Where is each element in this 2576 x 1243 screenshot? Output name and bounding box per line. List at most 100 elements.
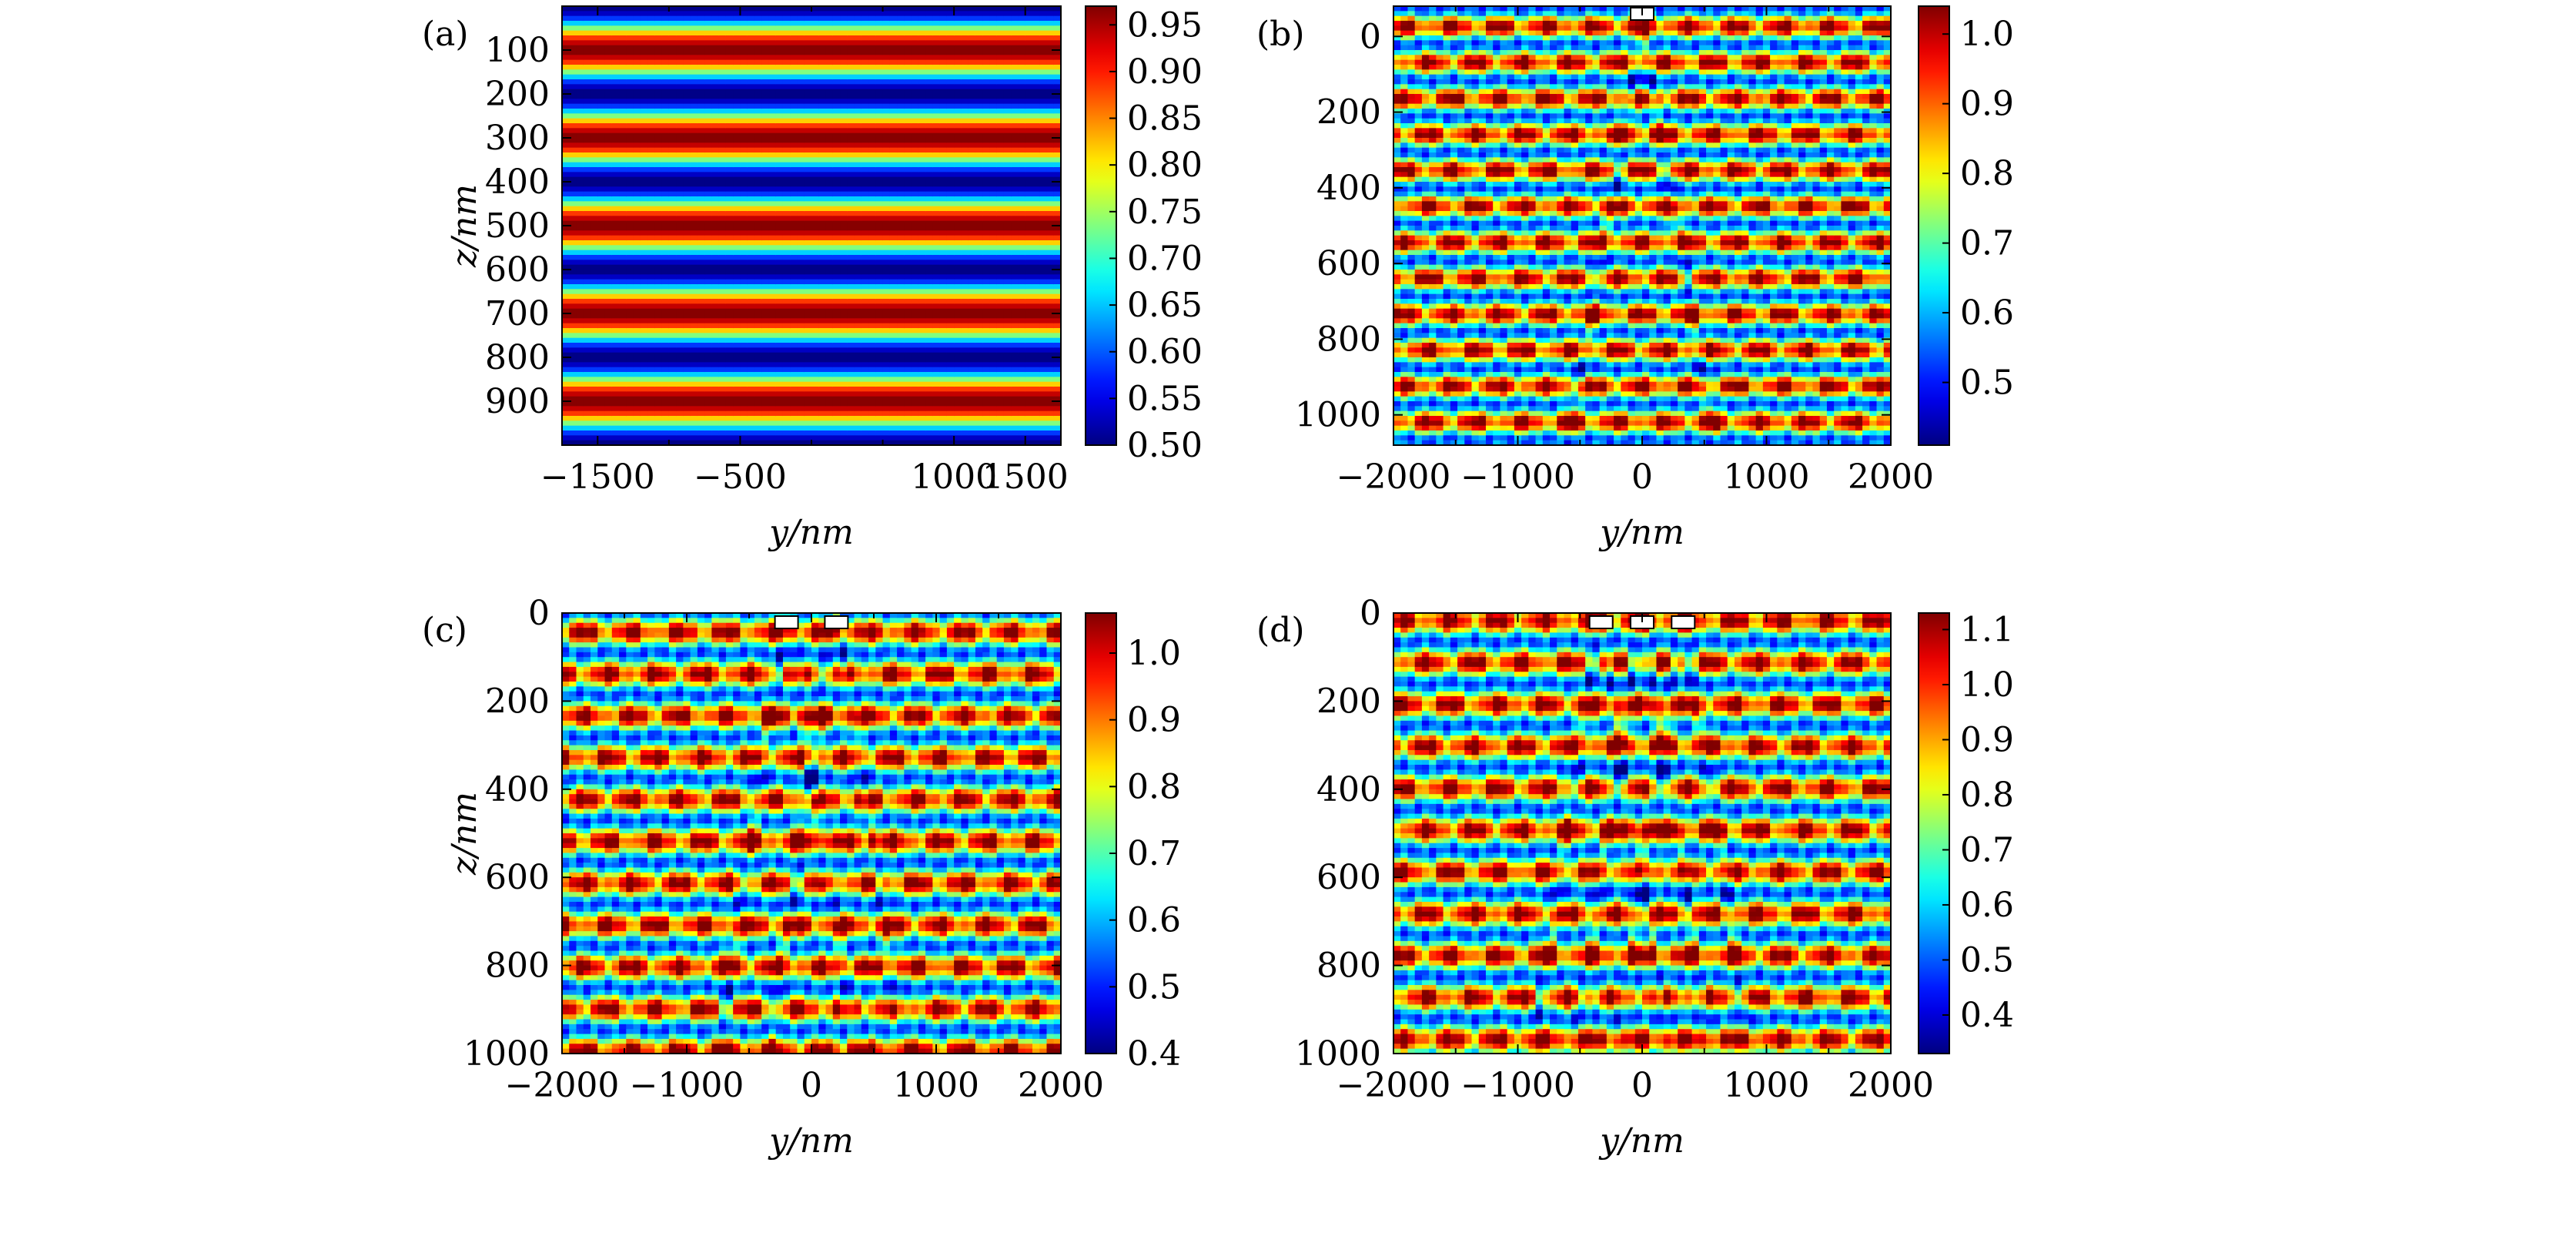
heatmap-cell — [647, 387, 655, 392]
heatmap-cell — [584, 16, 591, 22]
heatmap-cell — [577, 60, 584, 65]
heatmap-cell — [634, 148, 641, 153]
heatmap-cell — [634, 216, 641, 221]
heatmap-cell — [654, 211, 662, 216]
heatmap-cell — [590, 420, 598, 426]
heatmap-cell — [597, 35, 605, 41]
heatmap-cell — [562, 35, 570, 41]
heatmap-cell — [683, 245, 691, 250]
heatmap-cell — [612, 333, 620, 338]
heatmap-cell — [577, 152, 584, 158]
heatmap-cell — [626, 109, 634, 114]
heatmap-cell — [562, 318, 570, 323]
heatmap-cell — [619, 138, 627, 143]
heatmap-cell — [634, 55, 641, 60]
heatmap-cell — [626, 391, 634, 397]
heatmap-cell — [654, 353, 662, 358]
heatmap-cell — [662, 367, 670, 373]
heatmap-cell — [619, 362, 627, 367]
heatmap-cell — [605, 152, 613, 158]
heatmap-cell — [584, 299, 591, 304]
heatmap-cell — [626, 435, 634, 441]
heatmap-cell — [654, 362, 662, 367]
heatmap-cell — [662, 69, 670, 75]
heatmap-cell — [612, 323, 620, 329]
heatmap-cell — [569, 31, 577, 36]
heatmap-cell — [577, 133, 584, 139]
heatmap-cell — [669, 357, 677, 363]
heatmap-cell — [647, 75, 655, 80]
heatmap-cell — [669, 270, 677, 275]
heatmap-cell — [569, 94, 577, 99]
heatmap-cell — [662, 221, 670, 226]
heatmap-cell — [647, 152, 655, 158]
heatmap-cell — [641, 109, 648, 114]
heatmap-cell — [612, 245, 620, 250]
heatmap-cell — [619, 323, 627, 329]
heatmap-cell — [612, 157, 620, 162]
heatmap-cell — [669, 230, 677, 236]
heatmap-cell — [676, 89, 684, 95]
heatmap-cell — [647, 128, 655, 133]
heatmap-cell — [577, 343, 584, 348]
heatmap-cell — [641, 318, 648, 323]
heatmap-cell — [641, 79, 648, 85]
heatmap-cell — [683, 274, 691, 280]
heatmap-cell — [662, 192, 670, 197]
heatmap-cell — [626, 240, 634, 246]
heatmap-cell — [605, 162, 613, 168]
heatmap-cell — [676, 391, 684, 397]
heatmap-cell — [676, 426, 684, 431]
heatmap-cell — [654, 6, 662, 12]
heatmap-cell — [641, 357, 648, 363]
heatmap-cell — [647, 401, 655, 407]
heatmap-cell — [590, 40, 598, 45]
heatmap-cell — [634, 60, 641, 65]
heatmap-cell — [584, 343, 591, 348]
heatmap-cell — [626, 347, 634, 353]
heatmap-cell — [577, 119, 584, 124]
heatmap-cell — [612, 177, 620, 183]
heatmap-cell — [584, 357, 591, 363]
heatmap-cell — [647, 216, 655, 221]
heatmap-cell — [612, 435, 620, 441]
heatmap-cell — [584, 21, 591, 26]
heatmap-cell — [562, 313, 570, 319]
heatmap-cell — [597, 289, 605, 294]
heatmap-cell — [612, 382, 620, 387]
heatmap-cell — [669, 265, 677, 270]
heatmap-cell — [669, 177, 677, 183]
heatmap-cell — [612, 221, 620, 226]
heatmap-cell — [612, 274, 620, 280]
heatmap-cell — [590, 377, 598, 382]
heatmap-cell — [597, 406, 605, 411]
heatmap-cell — [590, 162, 598, 168]
heatmap-cell — [662, 382, 670, 387]
heatmap-cell — [619, 167, 627, 173]
heatmap-cell — [647, 377, 655, 382]
heatmap-cell — [641, 177, 648, 183]
heatmap-cell — [676, 75, 684, 80]
heatmap-cell — [676, 387, 684, 392]
heatmap-cell — [569, 240, 577, 246]
heatmap-cell — [683, 50, 691, 55]
heatmap-cell — [676, 172, 684, 177]
heatmap-cell — [676, 157, 684, 162]
heatmap-cell — [626, 177, 634, 183]
heatmap-cell — [590, 362, 598, 367]
heatmap-cell — [676, 260, 684, 265]
heatmap-cell — [662, 45, 670, 51]
heatmap-cell — [676, 226, 684, 231]
heatmap-cell — [647, 309, 655, 314]
heatmap-cell — [626, 16, 634, 22]
heatmap-cell — [662, 255, 670, 260]
heatmap-cell — [590, 119, 598, 124]
heatmap-cell — [647, 338, 655, 343]
heatmap-cell — [590, 99, 598, 104]
heatmap-cell — [626, 294, 634, 300]
heatmap-cell — [584, 401, 591, 407]
heatmap-cell — [683, 75, 691, 80]
heatmap-cell — [619, 353, 627, 358]
heatmap-cell — [647, 172, 655, 177]
heatmap-cell — [683, 84, 691, 89]
